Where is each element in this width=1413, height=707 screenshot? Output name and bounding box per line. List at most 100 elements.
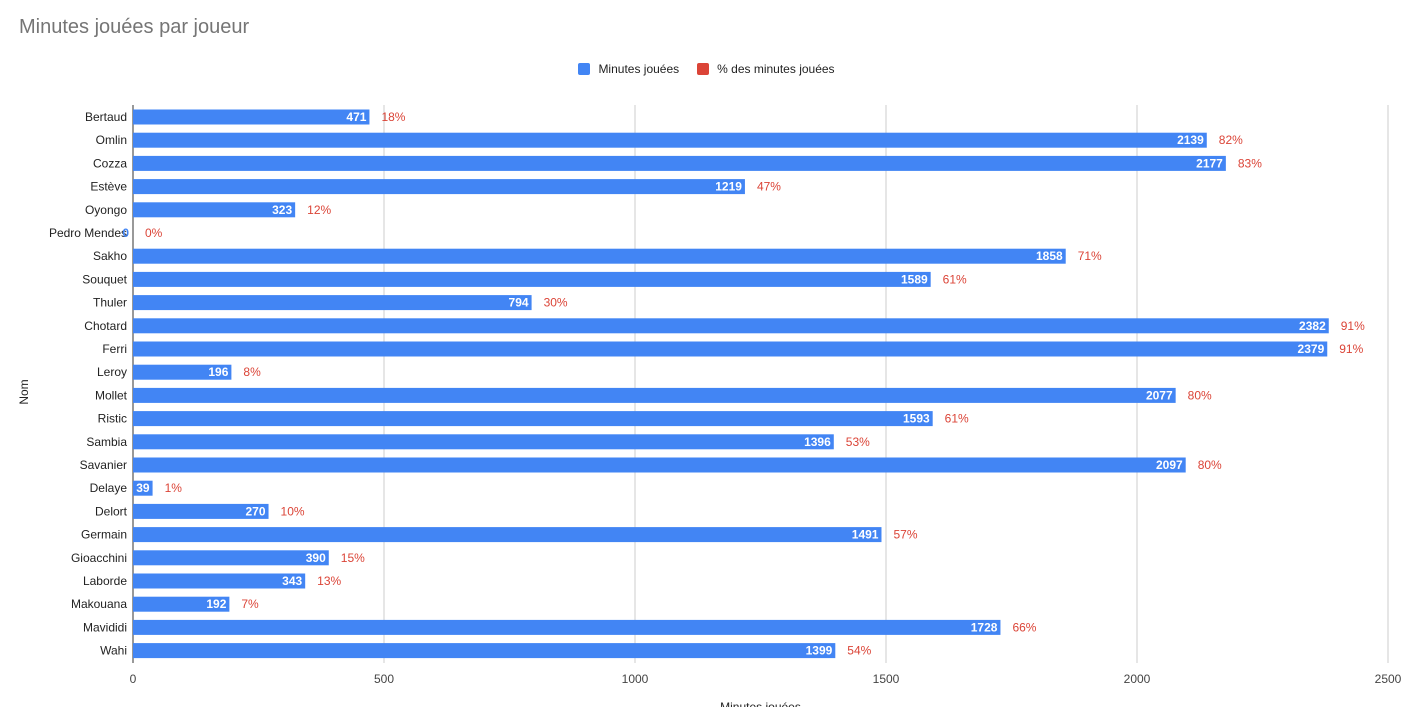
data-label: 343	[282, 574, 302, 588]
data-label: 270	[246, 504, 266, 518]
data-label: 471	[346, 110, 366, 124]
data-label: 1399	[806, 644, 833, 658]
y-tick-label: Mollet	[95, 388, 128, 402]
y-tick-label: Ristic	[98, 412, 127, 426]
percent-label: 30%	[544, 296, 568, 310]
percent-label: 57%	[893, 528, 917, 542]
bar	[133, 457, 1186, 473]
bar	[133, 550, 329, 566]
y-tick-label: Estève	[90, 180, 127, 194]
y-tick-label: Thuler	[93, 296, 127, 310]
percent-label: 53%	[846, 435, 870, 449]
percent-label: 0%	[145, 226, 163, 240]
y-tick-label: Mavididi	[83, 620, 127, 634]
x-tick-label: 2000	[1124, 672, 1151, 686]
percent-label: 18%	[381, 110, 405, 124]
percent-label: 91%	[1341, 319, 1365, 333]
data-label: 2077	[1146, 388, 1173, 402]
bar	[133, 619, 1001, 635]
y-tick-label: Chotard	[84, 319, 127, 333]
y-tick-label: Germain	[81, 528, 127, 542]
y-tick-label: Sakho	[93, 249, 127, 263]
legend-item-percent[interactable]: % des minutes jouées	[697, 62, 835, 76]
data-label: 323	[272, 203, 292, 217]
bar	[133, 643, 836, 659]
bar	[133, 248, 1066, 264]
percent-label: 1%	[165, 481, 183, 495]
percent-label: 10%	[281, 504, 305, 518]
bar	[133, 411, 933, 427]
percent-label: 47%	[757, 180, 781, 194]
data-label: 2382	[1299, 319, 1326, 333]
y-tick-label: Laborde	[83, 574, 127, 588]
data-label: 794	[509, 296, 529, 310]
y-tick-label: Leroy	[97, 365, 127, 379]
percent-label: 91%	[1339, 342, 1363, 356]
data-label: 1491	[852, 528, 879, 542]
percent-label: 80%	[1188, 388, 1212, 402]
data-label: 192	[206, 597, 226, 611]
data-label: 390	[306, 551, 326, 565]
y-tick-label: Gioacchini	[71, 551, 127, 565]
percent-label: 12%	[307, 203, 331, 217]
bar	[133, 155, 1226, 171]
percent-label: 83%	[1238, 156, 1262, 170]
x-tick-label: 2500	[1375, 672, 1402, 686]
data-label: 2139	[1177, 133, 1204, 147]
bar	[133, 503, 269, 519]
percent-label: 66%	[1012, 620, 1036, 634]
y-tick-label: Cozza	[93, 156, 127, 170]
percent-label: 13%	[317, 574, 341, 588]
bar	[133, 132, 1207, 148]
bar	[133, 295, 532, 311]
y-axis-title: Nom	[17, 379, 31, 404]
y-tick-label: Ferri	[102, 342, 127, 356]
y-tick-label: Delort	[95, 504, 128, 518]
percent-label: 71%	[1078, 249, 1102, 263]
data-label: 196	[208, 365, 228, 379]
x-tick-label: 500	[374, 672, 394, 686]
y-tick-label: Pedro Mendes	[49, 226, 127, 240]
data-label: 2379	[1298, 342, 1325, 356]
legend-label-percent: % des minutes jouées	[717, 62, 835, 76]
bar	[133, 364, 232, 380]
data-label: 0	[122, 226, 129, 240]
percent-label: 15%	[341, 551, 365, 565]
x-tick-label: 1500	[873, 672, 900, 686]
chart-title: Minutes jouées par joueur	[19, 16, 250, 38]
bar	[133, 527, 882, 543]
data-label: 1728	[971, 620, 998, 634]
y-tick-label: Bertaud	[85, 110, 127, 124]
y-tick-label: Souquet	[82, 272, 127, 286]
y-tick-label: Omlin	[96, 133, 127, 147]
data-label: 1396	[804, 435, 831, 449]
legend-swatch-minutes	[578, 63, 591, 75]
bar	[133, 596, 230, 612]
data-label: 2177	[1196, 156, 1223, 170]
bar	[133, 387, 1176, 403]
y-tick-label: Oyongo	[85, 203, 127, 217]
y-tick-label: Sambia	[86, 435, 127, 449]
data-label: 1219	[715, 180, 742, 194]
data-label: 1858	[1036, 249, 1063, 263]
data-label: 1593	[903, 412, 930, 426]
percent-label: 80%	[1198, 458, 1222, 472]
percent-label: 8%	[243, 365, 261, 379]
bar	[133, 341, 1328, 357]
x-tick-label: 1000	[622, 672, 649, 686]
bar	[133, 179, 745, 195]
percent-label: 54%	[847, 644, 871, 658]
x-tick-label: 0	[130, 672, 137, 686]
y-tick-label: Savanier	[80, 458, 127, 472]
legend-item-minutes[interactable]: Minutes jouées	[578, 62, 679, 76]
y-tick-label: Makouana	[71, 597, 127, 611]
data-label: 39	[136, 481, 150, 495]
bar	[133, 573, 306, 589]
percent-label: 7%	[241, 597, 259, 611]
bar	[133, 202, 296, 218]
percent-label: 61%	[945, 412, 969, 426]
legend: Minutes jouées % des minutes jouées	[0, 62, 1413, 76]
data-label: 2097	[1156, 458, 1183, 472]
